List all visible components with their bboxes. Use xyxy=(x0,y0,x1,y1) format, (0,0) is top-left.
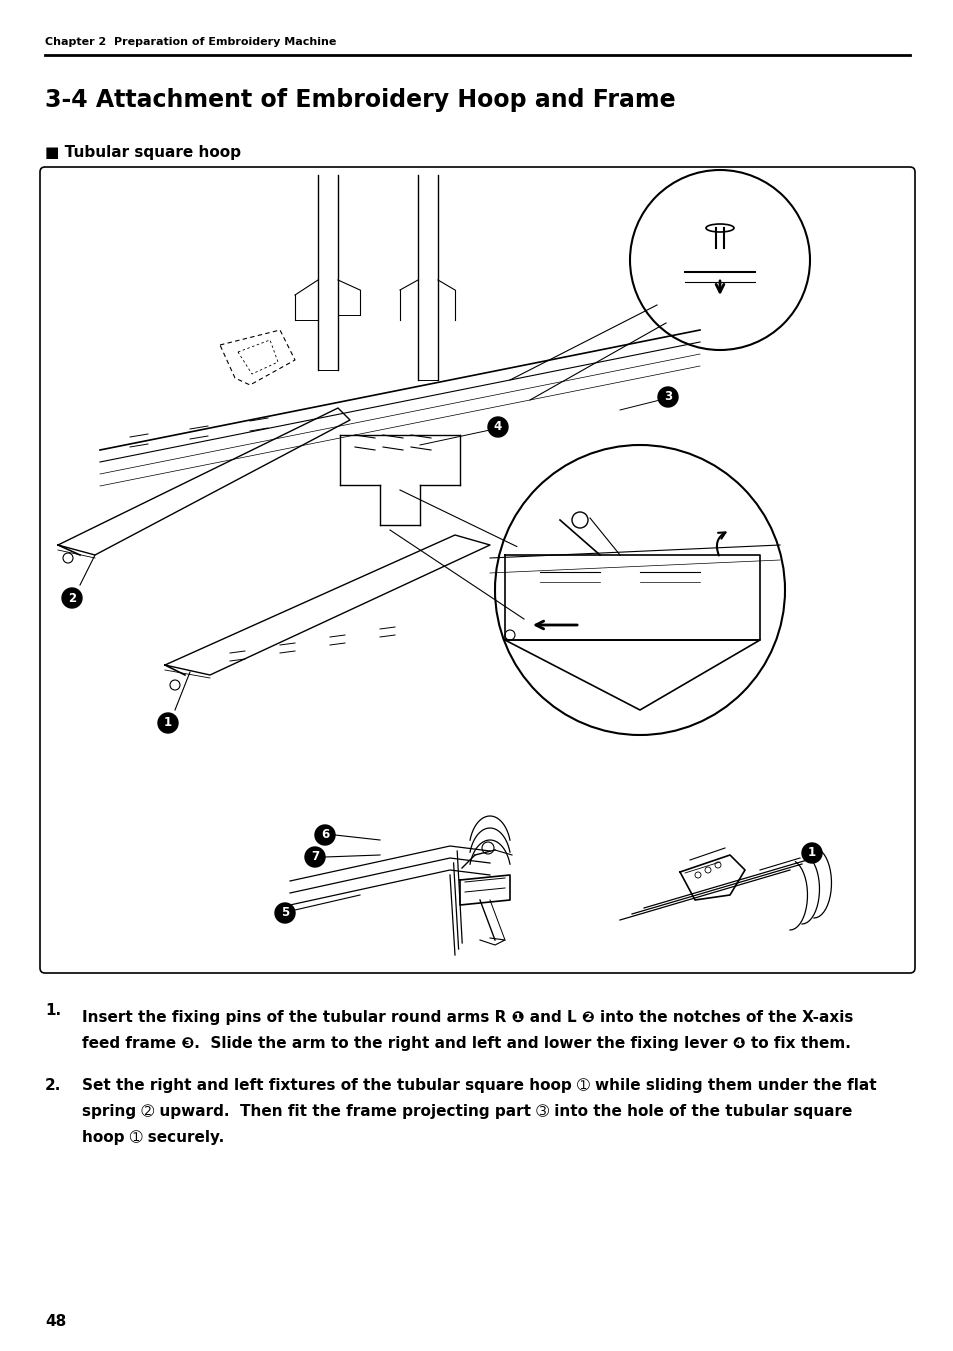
Circle shape xyxy=(314,825,335,844)
Circle shape xyxy=(801,843,821,863)
Text: 4: 4 xyxy=(494,420,501,434)
Text: 48: 48 xyxy=(45,1315,66,1329)
Text: Set the right and left fixtures of the tubular square hoop ➀ while sliding them : Set the right and left fixtures of the t… xyxy=(82,1078,876,1093)
Circle shape xyxy=(158,713,178,734)
Text: 3-4 Attachment of Embroidery Hoop and Frame: 3-4 Attachment of Embroidery Hoop and Fr… xyxy=(45,88,675,112)
Text: 2: 2 xyxy=(68,592,76,604)
Circle shape xyxy=(658,386,678,407)
Text: spring ➁ upward.  Then fit the frame projecting part ➂ into the hole of the tubu: spring ➁ upward. Then fit the frame proj… xyxy=(82,1104,851,1119)
Text: 7: 7 xyxy=(311,851,318,863)
Text: 1: 1 xyxy=(164,716,172,730)
Circle shape xyxy=(62,588,82,608)
Text: feed frame ❸.  Slide the arm to the right and left and lower the fixing lever ❹ : feed frame ❸. Slide the arm to the right… xyxy=(82,1036,850,1051)
Text: 5: 5 xyxy=(280,907,289,920)
Text: 6: 6 xyxy=(320,828,329,842)
Text: 1.: 1. xyxy=(45,1002,61,1019)
Circle shape xyxy=(274,902,294,923)
Text: ■ Tubular square hoop: ■ Tubular square hoop xyxy=(45,146,241,161)
Text: 2.: 2. xyxy=(45,1078,61,1093)
Text: Chapter 2  Preparation of Embroidery Machine: Chapter 2 Preparation of Embroidery Mach… xyxy=(45,36,336,47)
FancyBboxPatch shape xyxy=(40,168,914,973)
Text: Insert the fixing pins of the tubular round arms R ❶ and L ❷ into the notches of: Insert the fixing pins of the tubular ro… xyxy=(82,1011,853,1025)
Circle shape xyxy=(305,847,325,867)
Text: 1: 1 xyxy=(807,847,815,859)
Text: hoop ➀ securely.: hoop ➀ securely. xyxy=(82,1129,224,1146)
Circle shape xyxy=(488,417,507,436)
Text: 3: 3 xyxy=(663,390,671,404)
